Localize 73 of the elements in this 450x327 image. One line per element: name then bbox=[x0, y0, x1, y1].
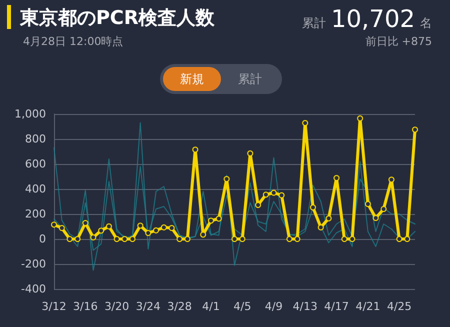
point bbox=[51, 222, 57, 228]
chart-title: 東京都のPCR検査人数 bbox=[20, 6, 214, 31]
point bbox=[66, 236, 73, 242]
x-tick-label: 3/24 bbox=[136, 300, 161, 313]
point bbox=[326, 215, 332, 222]
text: 前日比 +875 bbox=[365, 34, 432, 49]
y-tick-label: 400 bbox=[25, 182, 46, 196]
toggle-switch: 新規 累計 bbox=[160, 64, 282, 94]
x-tick-label: 4/9 bbox=[264, 300, 283, 313]
y-tick-label: 1,000 bbox=[14, 108, 46, 120]
point bbox=[90, 234, 96, 240]
point bbox=[349, 236, 356, 242]
point bbox=[334, 175, 340, 181]
point bbox=[239, 236, 246, 242]
point bbox=[232, 236, 238, 242]
point bbox=[255, 202, 262, 208]
point bbox=[372, 215, 379, 221]
text: 10,702 bbox=[331, 5, 415, 33]
point bbox=[216, 216, 222, 222]
point bbox=[270, 190, 277, 196]
x-tick-label: 3/28 bbox=[167, 300, 192, 313]
point bbox=[310, 204, 316, 210]
y-tick-label: 800 bbox=[25, 132, 46, 146]
point bbox=[145, 230, 152, 236]
y-tick-label: -400 bbox=[21, 282, 46, 296]
point bbox=[200, 232, 206, 238]
point bbox=[294, 236, 300, 242]
x-tick-label: 4/25 bbox=[386, 300, 412, 313]
y-tick-label: -200 bbox=[21, 258, 46, 270]
y-tick-label: 600 bbox=[25, 158, 46, 170]
point bbox=[160, 224, 167, 230]
point bbox=[357, 115, 364, 122]
x-tick-label: 4/17 bbox=[324, 300, 349, 313]
point bbox=[129, 236, 136, 242]
point bbox=[176, 236, 183, 242]
point bbox=[286, 236, 292, 242]
point bbox=[168, 225, 175, 231]
point bbox=[74, 236, 81, 242]
x-tick-label: 3/16 bbox=[73, 300, 98, 313]
point bbox=[98, 228, 104, 234]
point bbox=[137, 222, 144, 229]
point bbox=[106, 223, 112, 230]
point bbox=[380, 206, 387, 212]
point bbox=[153, 227, 160, 234]
text: 累計 bbox=[302, 15, 326, 32]
point bbox=[184, 236, 190, 242]
point bbox=[396, 236, 402, 242]
y-tick-label: 0 bbox=[39, 232, 46, 246]
point bbox=[364, 201, 371, 207]
point bbox=[122, 236, 128, 242]
x-tick-label: 4/1 bbox=[202, 300, 220, 313]
y-tick-label: 200 bbox=[25, 208, 46, 220]
point bbox=[302, 120, 308, 126]
point bbox=[58, 225, 65, 231]
point bbox=[114, 236, 120, 242]
point bbox=[278, 192, 285, 198]
x-tick-label: 4/5 bbox=[233, 300, 252, 313]
point bbox=[412, 126, 418, 133]
point bbox=[208, 218, 214, 224]
x-tick-label: 3/20 bbox=[104, 300, 130, 313]
point bbox=[262, 192, 269, 198]
point bbox=[247, 150, 254, 156]
text: 名 bbox=[420, 15, 432, 32]
point bbox=[341, 236, 348, 242]
x-tick-label: 3/12 bbox=[42, 300, 66, 313]
line-series bbox=[54, 122, 416, 271]
point bbox=[404, 236, 410, 242]
x-tick-label: 4/21 bbox=[356, 300, 380, 313]
point bbox=[224, 176, 230, 182]
chart-subtitle: 4月28日 12:00時点 bbox=[23, 34, 124, 49]
point bbox=[318, 224, 324, 230]
point bbox=[388, 176, 394, 183]
x-tick-label: 4/13 bbox=[292, 300, 318, 313]
